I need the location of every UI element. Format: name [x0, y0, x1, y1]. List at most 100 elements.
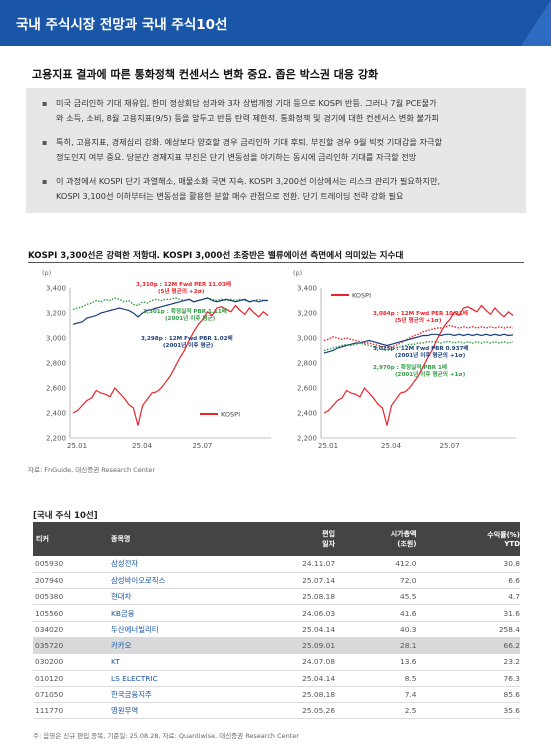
annotation-text: 3,298p : 12M Fwd PBR 1.02배 — [141, 334, 233, 342]
cell-ret: 258.4 — [416, 621, 520, 638]
annotation-text: 3,301p : 확정실적 PBR 1.11배 — [143, 307, 227, 315]
table-row: 034020 두산에너빌리티 25.04.14 40.3 258.4 — [33, 621, 520, 638]
cell-code: 010120 — [33, 670, 111, 687]
cell-ret: 23.2 — [416, 653, 520, 671]
table-row: 035720 카카오 25.09.01 28.1 66.2 — [33, 637, 520, 655]
section-subtitle: 고용지표 결과에 따른 통화정책 컨센서스 변화 중요. 좁은 박스권 대응 강… — [32, 68, 379, 81]
cell-name[interactable]: 카카오 — [111, 637, 231, 655]
cell-ret: 6.6 — [416, 572, 520, 590]
col-return-line1: 수익률(%) — [487, 531, 520, 539]
divider — [28, 262, 524, 263]
y-tick-label: 3,000 — [46, 335, 66, 343]
x-tick-label: 25.01 — [67, 442, 87, 450]
col-date-line1: 편입 — [322, 530, 336, 538]
cell-code: 035720 — [33, 637, 111, 655]
cell-date: 24.11.07 — [231, 556, 336, 573]
cell-mcap: 72.0 — [335, 572, 417, 590]
y-tick-label: 2,400 — [297, 410, 317, 418]
x-tick-label: 25.01 — [318, 442, 338, 450]
cell-name[interactable]: 삼성전자 — [111, 556, 231, 573]
table-source: 주: 음영은 신규 편입 종목, 기준일: 25.08.28, 자료: Quan… — [33, 732, 299, 740]
annotation-text: (2001년 이후 평균) — [163, 341, 214, 349]
cell-mcap: 28.1 — [335, 637, 417, 655]
cell-ret: 31.6 — [416, 604, 520, 622]
cell-name[interactable]: KT — [111, 653, 231, 671]
cell-mcap: 45.5 — [335, 588, 417, 606]
bullet-marker: ▪ — [42, 138, 48, 147]
cell-mcap: 40.3 — [335, 621, 417, 638]
annotation-text: 3,310p : 12M Fwd PER 11.03배 — [136, 280, 231, 288]
y-unit-label: (p) — [42, 269, 51, 277]
cell-mcap: 412.0 — [335, 556, 417, 573]
cell-ret: 85.6 — [416, 686, 520, 704]
table-row: 005930 삼성전자 24.11.07 412.0 30.8 — [33, 556, 520, 573]
y-tick-label: 2,600 — [46, 385, 66, 393]
col-name: 종목명 — [111, 522, 231, 556]
chart-header: KOSPI 3,300선은 강력한 저항대. KOSPI 3,000선 초중반은… — [28, 251, 404, 261]
x-tick-label: 25.07 — [440, 442, 460, 450]
bullet-line: 와 소득, 소비, 8월 고용지표(9/5) 등을 앞두고 반등 탄력 제한적.… — [56, 113, 440, 123]
col-code: 티커 — [33, 522, 111, 556]
table-row: 111770 영원무역 25.05.26 2.5 35.6 — [33, 702, 520, 720]
x-tick-label: 25.07 — [192, 442, 212, 450]
cell-mcap: 41.6 — [335, 604, 417, 622]
col-date-line2: 일자 — [322, 540, 336, 548]
cell-name[interactable]: 한국금융지주 — [111, 686, 231, 704]
cell-name[interactable]: LS ELECTRIC — [111, 670, 231, 687]
annotation-text: (5년 평균의 +2σ) — [158, 287, 205, 295]
legend-label: KOSPI — [352, 292, 371, 300]
y-tick-label: 2,200 — [46, 435, 66, 443]
cell-name[interactable]: 영원무역 — [111, 702, 231, 720]
cell-ret: 4.7 — [416, 588, 520, 606]
y-tick-label: 3,200 — [297, 310, 317, 318]
header-banner: 국내 주식시장 전망과 국내 주식10선 — [0, 0, 551, 46]
bullet-marker: ▪ — [42, 99, 48, 108]
cell-date: 24.06.03 — [231, 604, 336, 622]
annotation-text: (2001년 이후 평균의 +1σ) — [395, 351, 466, 359]
cell-date: 25.04.14 — [231, 621, 336, 638]
annotation-text: (5년 평균의 +1σ) — [395, 316, 442, 324]
chart-source: 자료: FnGuide, 대신증권 Research Center — [28, 466, 156, 474]
bullet-line: 정도인지 여부 중요. 당분간 경제지표 부진은 단기 변동성을 야기하는 동시… — [56, 152, 417, 162]
annotation-text: (2001년 이후 평균) — [165, 314, 216, 322]
table-row: 105560 KB금융 24.06.03 41.6 31.6 — [33, 604, 520, 622]
cell-ret: 30.8 — [416, 556, 520, 573]
cell-code: 005380 — [33, 588, 111, 606]
bullet-line: KOSPI 3,100선 이하부터는 변동성을 활용한 분할 매수 관점으로 전… — [56, 191, 404, 201]
cell-code: 207940 — [33, 572, 111, 590]
cell-code: 071050 — [33, 686, 111, 704]
cell-name[interactable]: 삼성바이오로직스 — [111, 572, 231, 590]
y-tick-label: 3,400 — [46, 285, 66, 293]
bullet-line: 특히, 고용지표, 경제심리 강화. 예상보다 양호할 경우 금리인하 기대 후… — [56, 137, 443, 147]
y-tick-label: 3,200 — [46, 310, 66, 318]
cell-mcap: 13.6 — [335, 653, 417, 671]
cell-ret: 76.3 — [416, 670, 520, 687]
series-line-0 — [323, 304, 514, 426]
table-row: 010120 LS ELECTRIC 25.04.14 8.5 76.3 — [33, 670, 520, 687]
cell-mcap: 8.5 — [335, 670, 417, 687]
annotation-text: 3,025p : 12M Fwd PBR 0.937배 — [373, 344, 469, 352]
cell-ret: 66.2 — [416, 637, 520, 655]
cell-name[interactable]: KB금융 — [111, 604, 231, 622]
table-row: 207940 삼성바이오로직스 25.07.14 72.0 6.6 — [33, 572, 520, 590]
table-row: 071050 한국금융지주 25.08.18 7.4 85.6 — [33, 686, 520, 704]
cell-date: 25.08.18 — [231, 686, 336, 704]
table-row: 005380 현대차 25.08.18 45.5 4.7 — [33, 588, 520, 606]
bullet-line: 미국 금리인하 기대 재유입, 한미 정상회담 성과와 3차 상법개정 기대 등… — [56, 98, 437, 108]
series-line-1 — [323, 324, 514, 349]
bullet-line: 이 과정에서 KOSPI 단기 과열해소, 매물소화 국면 지속. KOSPI … — [56, 176, 441, 186]
cell-code: 105560 — [33, 604, 111, 622]
cell-name[interactable]: 두산에너빌리티 — [111, 621, 231, 638]
cell-name[interactable]: 현대차 — [111, 588, 231, 606]
cell-date: 24.07.08 — [231, 653, 336, 671]
cell-code: 030200 — [33, 653, 111, 671]
series-line-1 — [72, 297, 268, 310]
cell-code: 005930 — [33, 556, 111, 573]
banner-title: 국내 주식시장 전망과 국내 주식10선 — [16, 17, 228, 33]
series-line-2 — [72, 297, 268, 325]
col-mcap: 시가총액 (조원) — [335, 522, 417, 556]
col-return: 수익률(%) YTD — [416, 522, 520, 556]
summary-box: ▪ 미국 금리인하 기대 재유입, 한미 정상회담 성과와 3차 상법개정 기대… — [26, 88, 526, 213]
